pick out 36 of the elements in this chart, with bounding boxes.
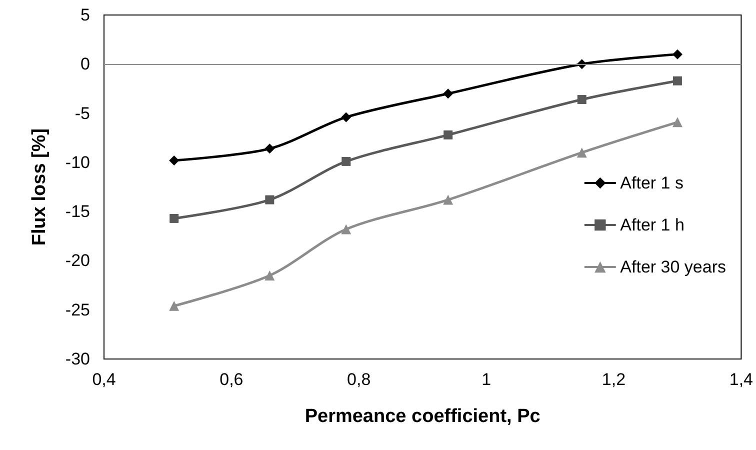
x-tick-label: 0,4 — [92, 370, 116, 389]
point — [672, 49, 682, 60]
point — [341, 224, 352, 234]
y-axis-title: Flux loss [%] — [29, 128, 50, 246]
point — [577, 95, 586, 104]
point — [169, 155, 180, 166]
x-tick-label: 1,4 — [729, 370, 754, 389]
y-tick-label: -25 — [65, 300, 90, 320]
x-tick-label: 1 — [482, 370, 492, 389]
point — [443, 88, 454, 99]
point — [672, 76, 682, 86]
point — [672, 117, 682, 128]
point — [170, 214, 179, 223]
point — [264, 270, 275, 280]
x-tick-label: 1,2 — [602, 370, 626, 389]
y-tick-label: -10 — [65, 152, 90, 172]
y-tick-label: -30 — [65, 350, 90, 368]
point — [264, 144, 275, 154]
legend-label: After 1 h — [620, 216, 684, 234]
point — [576, 148, 587, 158]
y-tick-label: -15 — [65, 202, 90, 222]
y-tick-label: 5 — [80, 6, 90, 24]
legend-label: After 1 s — [620, 174, 684, 192]
point — [443, 194, 454, 205]
x-axis-title: Permeance coefficient, Pc — [304, 406, 541, 427]
y-tick-label: 0 — [80, 54, 90, 74]
x-tick-label: 0,8 — [347, 370, 371, 389]
point — [341, 112, 352, 122]
y-tick-label: -5 — [74, 104, 90, 123]
legend-label: After 30 years — [620, 258, 726, 276]
x-tick-label: 0,6 — [220, 370, 244, 389]
point — [265, 195, 274, 204]
point — [169, 300, 180, 311]
y-tick-label: -20 — [65, 251, 90, 270]
point — [444, 130, 453, 140]
point — [342, 156, 351, 166]
